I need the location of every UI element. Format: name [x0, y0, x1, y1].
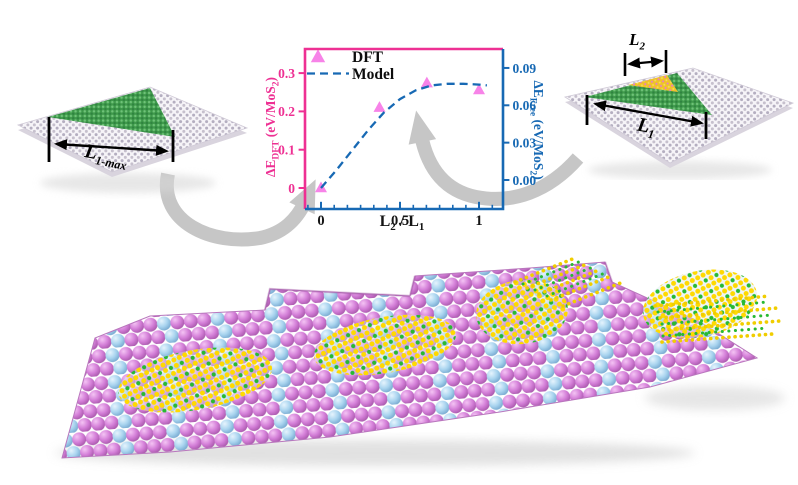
- mos2-patch-1: [118, 347, 272, 413]
- right-axis-symbol: ΔE: [531, 80, 546, 98]
- l2-label: L2: [617, 30, 657, 52]
- left-axis-symbol-sub: DFT: [271, 140, 282, 160]
- protruding-rows-top: [513, 256, 625, 308]
- measure-arrow-l2: [627, 56, 664, 69]
- chart-frame: [303, 47, 505, 211]
- right-axis-title: ΔEFree (eV/MoS2): [527, 70, 546, 190]
- left-axis-title: ΔEDFT (eV/MoS2): [263, 67, 282, 187]
- legend-dft-marker: [310, 49, 326, 63]
- right-axis-symbol-sub: Free: [527, 97, 538, 117]
- legend-dft-label: DFT: [352, 49, 384, 66]
- left-axis-close: ): [263, 76, 278, 82]
- x-axis-title: L2 / L1: [342, 213, 462, 233]
- measure-arrow-l1max: [54, 139, 169, 156]
- right-tick-label: 0.03: [513, 135, 537, 150]
- right-structure-illustration: [563, 50, 795, 179]
- left-axis-unit-sub: 2: [271, 81, 282, 87]
- sheet-shadow: [588, 161, 772, 179]
- l1-sub: 1: [646, 126, 656, 142]
- left-tick-label: 0: [288, 181, 295, 196]
- mos2-patch-3: [476, 279, 568, 345]
- right-tick-label: 0.06: [513, 98, 537, 113]
- slab-step-edges: [263, 261, 614, 311]
- x-axis-sub1: 2: [390, 221, 396, 234]
- dft-data-point: [473, 83, 485, 95]
- x-axis-base2: L: [408, 213, 419, 230]
- l2-sub: 2: [639, 40, 645, 53]
- right-axis-close: ): [531, 175, 546, 180]
- dft-data-point: [373, 101, 386, 112]
- x-axis-sub2: 1: [418, 221, 425, 234]
- right-tick-label: 0.09: [513, 61, 537, 76]
- curved-arrow-left: [159, 172, 316, 247]
- legend-model-label: Model: [352, 66, 395, 83]
- left-axis-unit: (eV/MoS: [263, 86, 278, 141]
- mos2-patch-2: [313, 314, 457, 376]
- left-structure-illustration: [16, 86, 249, 193]
- mos2-inner-patch: [628, 75, 678, 92]
- x-tick-label: 0.5: [391, 213, 409, 229]
- left-axis-symbol: ΔE: [263, 159, 278, 178]
- md-slab-illustration: [55, 256, 785, 466]
- measure-arrow-l1: [593, 100, 704, 127]
- x-tick-label: 0: [317, 213, 324, 229]
- model-curve: [320, 82, 488, 189]
- right-axis-unit: (eV/MoS: [531, 116, 546, 171]
- dft-data-point: [420, 76, 433, 88]
- x-axis-mid: /: [395, 213, 409, 230]
- l2-base: L: [629, 30, 640, 49]
- sheet-shadow: [40, 173, 216, 193]
- x-axis-base1: L: [379, 213, 391, 230]
- left-tick-label: 0.2: [278, 104, 295, 119]
- x-tick-label: 1: [475, 213, 482, 229]
- protruding-rows-right: [653, 294, 782, 344]
- mos2-triangle-full: [48, 88, 175, 137]
- left-tick-label: 0.3: [278, 66, 295, 81]
- right-tick-label: 0.00: [513, 173, 537, 188]
- mos2-patch-4: [642, 269, 758, 339]
- left-tick-label: 0.1: [278, 143, 295, 158]
- curved-arrow-right: [408, 110, 584, 206]
- slab-shadow-right: [645, 386, 785, 410]
